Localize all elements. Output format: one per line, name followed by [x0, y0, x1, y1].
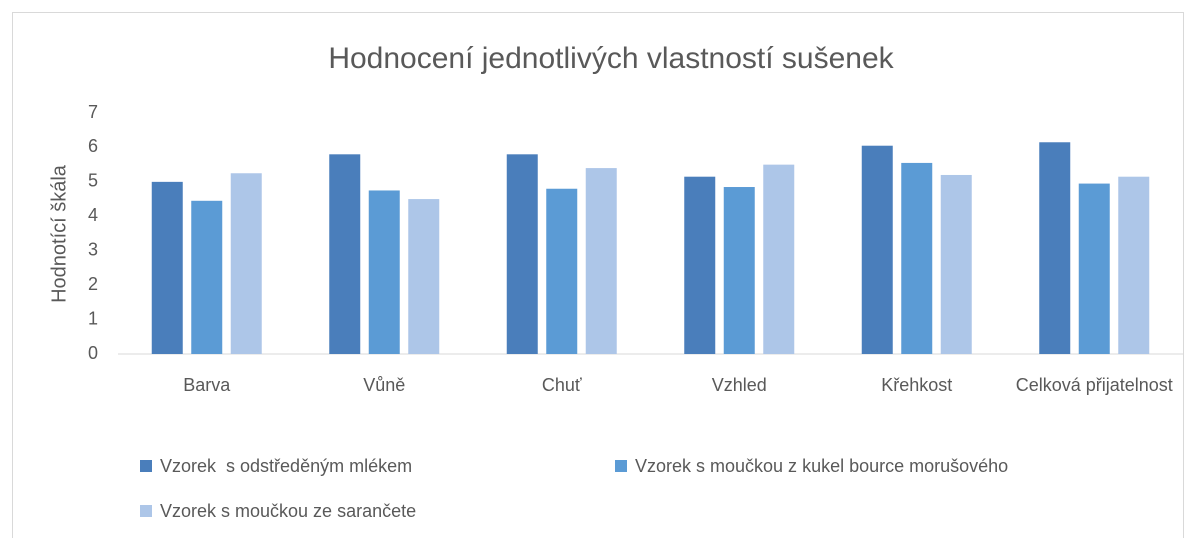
x-tick-label: Barva — [183, 375, 231, 395]
x-tick-label: Křehkost — [881, 375, 953, 395]
legend-swatch — [140, 505, 152, 517]
y-axis-label: Hodnotící škála — [48, 164, 70, 303]
bar — [546, 188, 578, 354]
chart-frame — [12, 12, 1184, 538]
legend-label: Vzorek s odstředěným mlékem — [160, 456, 413, 476]
y-tick-label: 5 — [88, 171, 98, 191]
legend-swatch — [615, 460, 627, 472]
y-tick-label: 6 — [88, 136, 98, 156]
y-tick-label: 3 — [88, 239, 98, 259]
bar — [1039, 142, 1071, 354]
x-tick-label: Chuť — [541, 375, 582, 395]
bar — [329, 154, 361, 354]
bar — [684, 176, 716, 354]
y-tick-label: 2 — [88, 274, 98, 294]
bar — [408, 199, 440, 354]
x-tick-label: Celková přijatelnost — [1015, 375, 1173, 395]
bar — [861, 145, 893, 354]
chart-title: Hodnocení jednotlivých vlastností sušene… — [328, 42, 894, 75]
bar — [763, 164, 795, 354]
y-tick-label: 0 — [88, 343, 98, 363]
y-tick-label: 7 — [88, 102, 98, 122]
bar — [1078, 183, 1110, 354]
bar — [723, 187, 755, 354]
legend-label: Vzorek s moučkou z kukel bource morušové… — [635, 456, 1009, 476]
bar — [901, 162, 933, 354]
y-tick-label: 1 — [88, 308, 98, 328]
bar — [1118, 176, 1150, 354]
legend-item: Vzorek s odstředěným mlékem — [140, 456, 412, 477]
bar — [940, 174, 972, 354]
y-tick-label: 4 — [88, 205, 98, 225]
bar — [585, 168, 617, 354]
legend-label: Vzorek s moučkou ze sarančete — [160, 501, 417, 521]
x-tick-label: Vůně — [363, 375, 406, 395]
bar — [151, 181, 183, 354]
legend-swatch — [140, 460, 152, 472]
bar — [230, 173, 262, 354]
x-tick-label: Vzhled — [711, 375, 767, 395]
legend-item: Vzorek s moučkou z kukel bource morušové… — [615, 456, 1008, 477]
legend-item: Vzorek s moučkou ze sarančete — [140, 501, 416, 522]
bar — [191, 200, 223, 354]
bar — [368, 190, 400, 354]
bar — [506, 154, 538, 354]
